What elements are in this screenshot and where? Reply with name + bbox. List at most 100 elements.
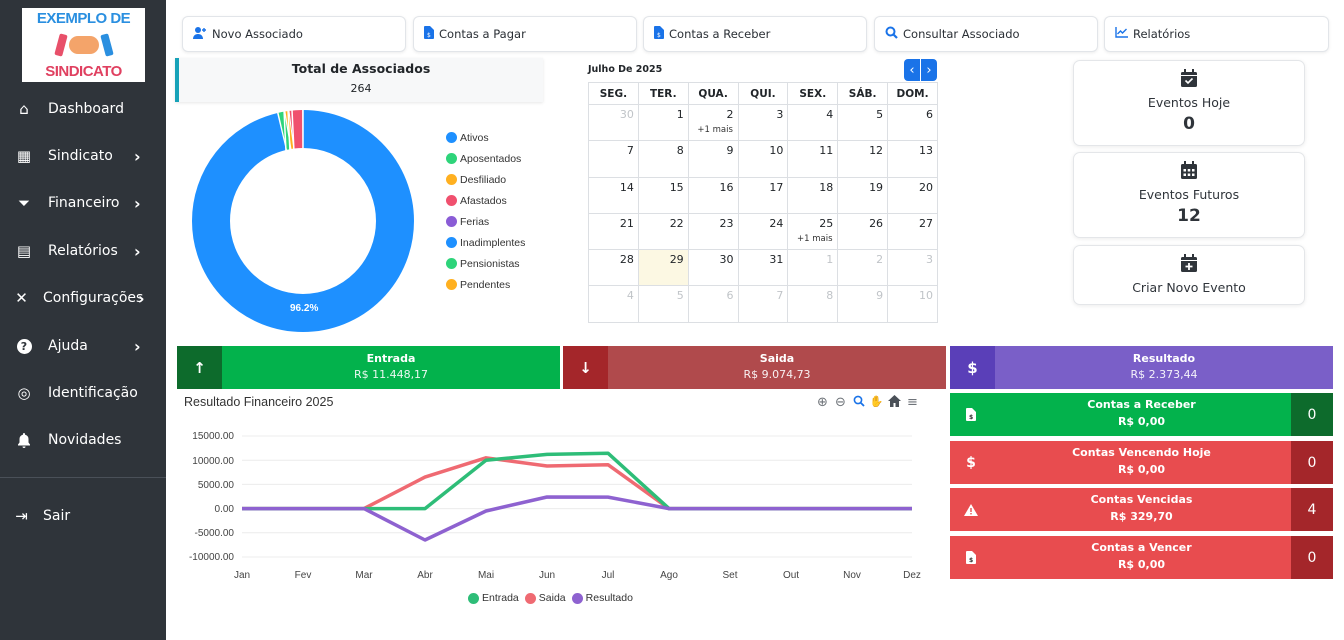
- calendar-day[interactable]: 18: [787, 176, 839, 214]
- calendar-day[interactable]: 1: [787, 249, 839, 287]
- contas-vencendo-hoje-card[interactable]: $ Contas Vencendo Hoje R$ 0,00 0: [950, 441, 1333, 484]
- sidebar-item-label: Configurações: [43, 290, 144, 306]
- calendar-day[interactable]: 2: [837, 249, 889, 287]
- day-header: DOM.: [887, 82, 938, 105]
- calendar-day[interactable]: 9: [687, 140, 739, 178]
- arrow-up-icon: ↑: [177, 346, 222, 389]
- contas-a-vencer-card[interactable]: $ Contas a Vencer R$ 0,00 0: [950, 536, 1333, 579]
- contas-a-receber-card[interactable]: $ Contas a Receber R$ 0,00 0: [950, 393, 1333, 436]
- calendar-day[interactable]: 26: [837, 212, 889, 251]
- donut-chart[interactable]: [192, 110, 414, 332]
- calendar-day[interactable]: 24: [737, 212, 789, 251]
- sidebar-item-ajuda[interactable]: ? Ajuda ›: [0, 331, 166, 361]
- logo-text-bottom: SINDICATO: [45, 63, 122, 80]
- legend-item[interactable]: Pendentes: [446, 274, 525, 295]
- legend-item[interactable]: Ativos: [446, 127, 525, 148]
- sidebar-item-novidades[interactable]: Novidades: [0, 425, 166, 455]
- calendar-prev-button[interactable]: ‹: [904, 59, 920, 81]
- calendar-day[interactable]: 31: [737, 249, 789, 287]
- eventos-hoje-card[interactable]: Eventos Hoje 0: [1073, 60, 1305, 146]
- reset-home-icon[interactable]: [887, 395, 902, 411]
- calendar-day[interactable]: 7: [588, 140, 639, 178]
- calendar-day[interactable]: 13: [887, 140, 938, 178]
- calendar-day[interactable]: 27: [887, 212, 938, 251]
- calendar-day-today[interactable]: 29: [637, 249, 689, 287]
- calendar-day[interactable]: 21: [588, 212, 639, 251]
- calendar-day[interactable]: 19: [837, 176, 889, 214]
- calendar-day[interactable]: 22: [637, 212, 689, 251]
- calendar-day[interactable]: 1: [637, 103, 689, 142]
- legend-item-resultado[interactable]: Resultado: [571, 592, 633, 604]
- account-title: Contas a Receber: [1087, 398, 1196, 411]
- calendar-day[interactable]: 11: [787, 140, 839, 178]
- sidebar-item-sindicato[interactable]: ▦ Sindicato ›: [0, 141, 166, 171]
- button-label: Relatórios: [1133, 27, 1191, 41]
- zoom-in-icon[interactable]: ⊕: [817, 395, 828, 410]
- sidebar-item-label: Identificação: [48, 385, 138, 401]
- calendar-day[interactable]: 8: [637, 140, 689, 178]
- calendar-day[interactable]: 14: [588, 176, 639, 214]
- contas-vencidas-card[interactable]: Contas Vencidas R$ 329,70 4: [950, 488, 1333, 531]
- calendar-day[interactable]: 9: [837, 285, 889, 323]
- calendar-day[interactable]: 30: [687, 249, 739, 287]
- calendar-next-button[interactable]: ›: [921, 59, 937, 81]
- consultar-associado-button[interactable]: Consultar Associado: [874, 16, 1098, 52]
- calendar-day[interactable]: 15: [637, 176, 689, 214]
- logo[interactable]: EXEMPLO DE SINDICATO: [22, 8, 145, 82]
- more-events-link[interactable]: +1 mais: [697, 125, 733, 135]
- calendar-day[interactable]: 10: [887, 285, 938, 323]
- calendar-day[interactable]: 17: [737, 176, 789, 214]
- calendar-day[interactable]: 6: [687, 285, 739, 323]
- stat-title: Entrada: [366, 352, 416, 365]
- pan-hand-icon[interactable]: ✋: [869, 395, 884, 408]
- calendar-day[interactable]: 12: [837, 140, 889, 178]
- calendar-day[interactable]: 3: [737, 103, 789, 142]
- legend-item[interactable]: Pensionistas: [446, 253, 525, 274]
- selection-zoom-icon[interactable]: [851, 395, 866, 411]
- calendar-day[interactable]: 3: [887, 249, 938, 287]
- calendar-day[interactable]: 5: [837, 103, 889, 142]
- eventos-futuros-card[interactable]: Eventos Futuros 12: [1073, 152, 1305, 238]
- sidebar-item-dashboard[interactable]: ⌂ Dashboard: [0, 94, 166, 124]
- calendar-day[interactable]: 6: [887, 103, 938, 142]
- calendar-day[interactable]: 25 +1 mais: [787, 212, 839, 251]
- logout-button[interactable]: ⇥ Sair: [0, 501, 166, 531]
- legend-item-saida[interactable]: Saida: [524, 592, 566, 604]
- contas-a-receber-button[interactable]: $ Contas a Receber: [643, 16, 867, 52]
- legend-item-entrada[interactable]: Entrada: [468, 592, 519, 604]
- sidebar-item-relatorios[interactable]: ▤ Relatórios ›: [0, 236, 166, 266]
- novo-associado-button[interactable]: Novo Associado: [182, 16, 406, 52]
- calendar-day[interactable]: 10: [737, 140, 789, 178]
- calendar-day[interactable]: 20: [887, 176, 938, 214]
- svg-text:Mar: Mar: [355, 570, 373, 581]
- criar-novo-evento-button[interactable]: Criar Novo Evento: [1073, 245, 1305, 305]
- calendar-day[interactable]: 28: [588, 249, 639, 287]
- sidebar-item-configuracoes[interactable]: ✕ Configurações ›: [0, 283, 166, 313]
- calendar-day[interactable]: 2 +1 mais: [687, 103, 739, 142]
- calendar-day[interactable]: 23: [687, 212, 739, 251]
- contas-a-pagar-button[interactable]: $ Contas a Pagar: [413, 16, 637, 52]
- calendar-day[interactable]: 16: [687, 176, 739, 214]
- zoom-out-icon[interactable]: ⊖: [835, 395, 846, 410]
- legend-item[interactable]: Aposentados: [446, 148, 525, 169]
- calendar-day[interactable]: 7: [737, 285, 789, 323]
- calendar-day[interactable]: 5: [637, 285, 689, 323]
- line-chart[interactable]: 15000.00 10000.00 5000.00 0.00 -5000.00 …: [180, 420, 930, 590]
- menu-icon[interactable]: ≡: [907, 395, 918, 410]
- legend-item[interactable]: Afastados: [446, 190, 525, 211]
- calendar-day[interactable]: 8: [787, 285, 839, 323]
- legend-item[interactable]: Inadimplentes: [446, 232, 525, 253]
- calendar-day[interactable]: 4: [787, 103, 839, 142]
- account-count: 4: [1291, 488, 1333, 531]
- calendar-day[interactable]: 30: [588, 103, 639, 142]
- calendar-day[interactable]: 4: [588, 285, 639, 323]
- sidebar-item-financeiro[interactable]: ⏷ Financeiro ›: [0, 188, 166, 218]
- relatorios-button[interactable]: Relatórios: [1104, 16, 1329, 52]
- more-events-link[interactable]: +1 mais: [797, 233, 833, 244]
- chart-legend: Entrada Saida Resultado: [468, 592, 633, 604]
- legend-item[interactable]: Ferias: [446, 211, 525, 232]
- sidebar-item-identificacao[interactable]: ◎ Identificação: [0, 378, 166, 408]
- legend-item[interactable]: Desfiliado: [446, 169, 525, 190]
- svg-text:Out: Out: [783, 570, 799, 581]
- file-invoice-dollar-icon: $: [654, 26, 664, 42]
